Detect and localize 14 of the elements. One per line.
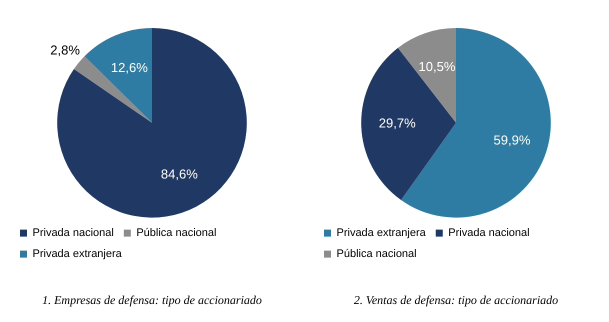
- data-label: 29,7%: [378, 116, 416, 131]
- text: 2. Ventas de defensa: tipo de accionariado: [354, 292, 558, 307]
- data-label: 2,8%: [50, 42, 80, 58]
- data-label: 12,6%: [110, 60, 148, 76]
- data-label: 10,5%: [418, 58, 456, 74]
- legend-label: Pública nacional: [336, 248, 417, 260]
- legend-label: Pública nacional: [136, 227, 216, 240]
- legend-label: Privada extranjera: [32, 248, 123, 260]
- data-label: 59,9%: [494, 132, 531, 148]
- legend-label: Privada nacional: [32, 227, 114, 240]
- legend-label: Privada extranjera: [336, 227, 427, 240]
- legend-label: Privada nacional: [448, 227, 530, 240]
- text: 1. Empresas de defensa: tipo de accionariado: [42, 292, 262, 307]
- data-label: 84,6%: [160, 166, 198, 182]
